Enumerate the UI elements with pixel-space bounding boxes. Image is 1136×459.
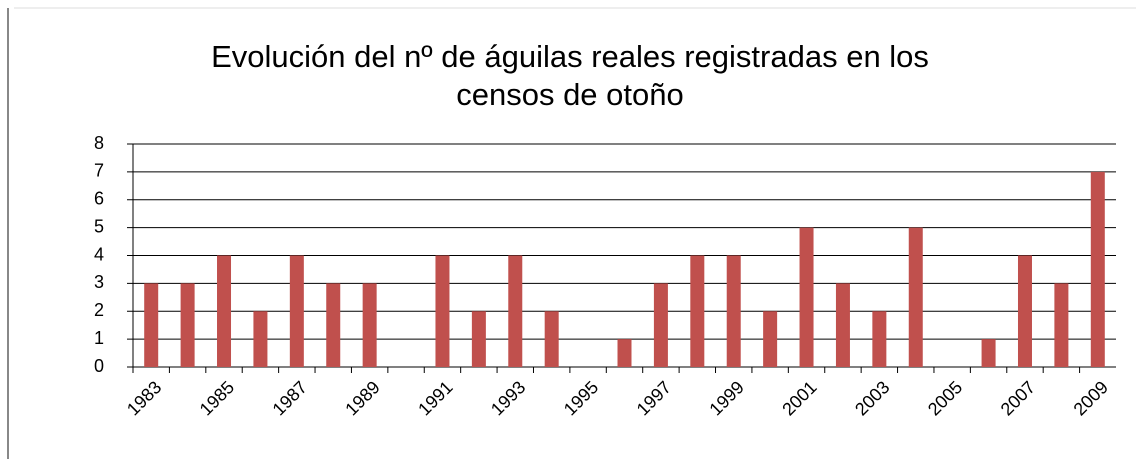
x-tick-label: 1991 (414, 377, 456, 419)
bar (872, 311, 887, 367)
bar (289, 255, 304, 367)
bar (981, 339, 996, 367)
y-tick-label: 5 (94, 216, 104, 236)
y-tick-label: 1 (94, 328, 104, 348)
x-tick-label: 2009 (1070, 377, 1112, 419)
bar (617, 339, 632, 367)
bar (435, 255, 450, 367)
x-tick-label: 2001 (778, 377, 820, 419)
y-tick-label: 6 (94, 189, 104, 209)
x-tick-label: 1987 (269, 377, 311, 419)
chart-title: Evolución del nº de águilas reales regis… (211, 39, 929, 112)
bar (253, 311, 268, 367)
x-tick-label: 2007 (997, 377, 1039, 419)
bar (1090, 171, 1105, 367)
bar (180, 283, 195, 367)
x-tick-label: 1999 (705, 377, 747, 419)
bar (326, 283, 341, 367)
y-tick-label: 3 (94, 272, 104, 292)
bar (362, 283, 377, 367)
x-tick-label: 1989 (341, 377, 383, 419)
x-tick-label: 1985 (196, 377, 238, 419)
bar (799, 227, 814, 367)
bar (908, 227, 923, 367)
bar (690, 255, 705, 367)
y-tick-label: 2 (94, 300, 104, 320)
x-tick-label: 2003 (851, 377, 893, 419)
x-tick-label: 1995 (560, 377, 602, 419)
y-tick-label: 8 (94, 133, 104, 153)
x-tick-label: 1993 (487, 377, 529, 419)
bar (1017, 255, 1032, 367)
bar (835, 283, 850, 367)
y-tick-label: 4 (94, 244, 104, 264)
x-tick-label: 1983 (123, 377, 165, 419)
bar (763, 311, 778, 367)
bar (217, 255, 232, 367)
y-tick-label: 7 (94, 161, 104, 181)
y-tick-label: 0 (94, 356, 104, 376)
bar (726, 255, 741, 367)
x-tick-label: 1997 (633, 377, 675, 419)
bar (471, 311, 486, 367)
bar (508, 255, 523, 367)
x-tick-label: 2005 (924, 377, 966, 419)
bar (653, 283, 668, 367)
bar (544, 311, 559, 367)
bar (144, 283, 159, 367)
bar (1054, 283, 1069, 367)
